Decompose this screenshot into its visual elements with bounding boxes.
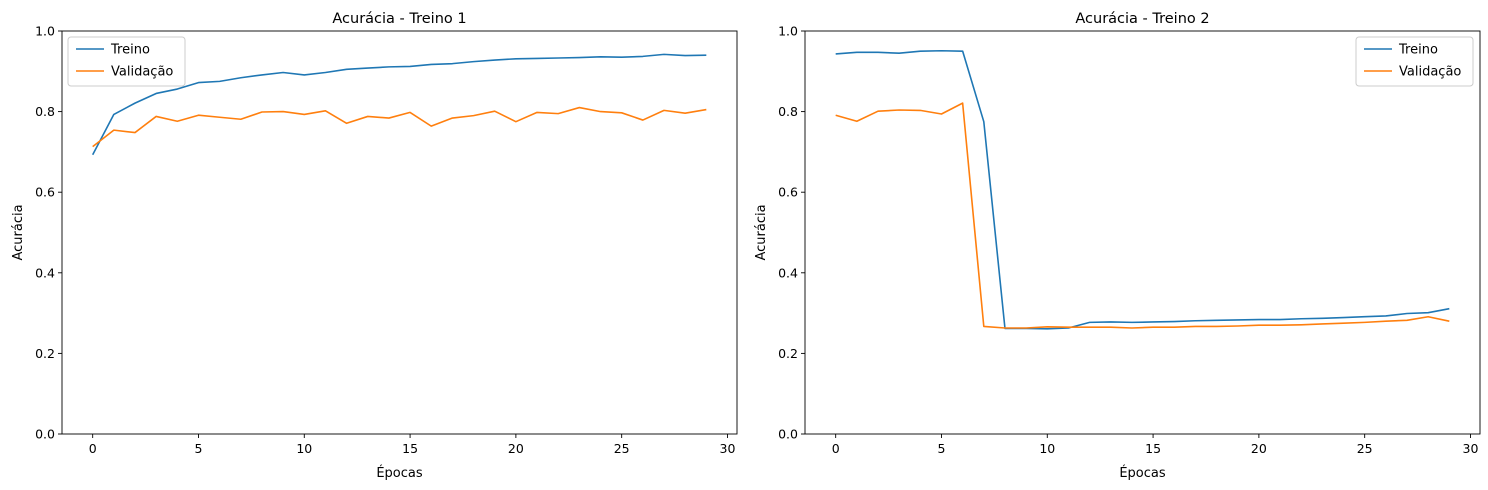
legend-label-treino: Treino <box>110 43 150 58</box>
y-tick-label: 0.2 <box>35 346 55 361</box>
y-tick-label: 0.4 <box>35 265 55 280</box>
y-tick-label: 0.8 <box>778 104 798 119</box>
y-axis-label: Acurácia <box>754 204 769 260</box>
axes-frame <box>804 30 1481 435</box>
legend-label-validacao: Validação <box>1399 65 1461 80</box>
series-line-validacao <box>835 102 1450 329</box>
y-axis-label: Acurácia <box>11 204 26 260</box>
series-line-treino <box>835 49 1450 330</box>
y-tick-label: 0.6 <box>35 185 55 200</box>
x-tick-label: 0 <box>832 441 840 456</box>
y-tick-label: 0.0 <box>35 427 55 442</box>
y-tick-label: 0.4 <box>778 265 798 280</box>
legend-label-treino: Treino <box>1398 43 1438 58</box>
legend-label-validacao: Validação <box>111 65 173 80</box>
chart-acuracia-treino-2: Acurácia - Treino 2 Épocas Acurácia 0 5 10… <box>754 11 1481 481</box>
x-tick-label: 5 <box>195 441 203 456</box>
x-tick-label: 30 <box>1463 441 1479 456</box>
x-tick-label: 25 <box>1357 441 1373 456</box>
x-axis-label: Épocas <box>1119 465 1166 481</box>
x-tick-label: 20 <box>508 441 524 456</box>
x-axis-label: Épocas <box>376 465 423 481</box>
chart-title: Acurácia - Treino 2 <box>1075 11 1209 27</box>
y-tick-label: 1.0 <box>35 24 55 39</box>
x-tick-label: 15 <box>1145 441 1161 456</box>
y-tick-label: 0.0 <box>778 427 798 442</box>
x-tick-label: 5 <box>938 441 946 456</box>
x-tick-label: 30 <box>720 441 736 456</box>
x-tick-label: 25 <box>614 441 630 456</box>
x-tick-label: 20 <box>1251 441 1267 456</box>
axes-frame <box>61 30 738 435</box>
y-tick-label: 0.2 <box>778 346 798 361</box>
y-tick-label: 0.8 <box>35 104 55 119</box>
x-tick-label: 10 <box>296 441 312 456</box>
series-line-validacao <box>92 106 707 148</box>
x-tick-label: 10 <box>1039 441 1055 456</box>
chart-acuracia-treino-1: Acurácia - Treino 1 Épocas Acurácia 0 5 10… <box>11 11 738 481</box>
series-line-treino <box>91 53 707 156</box>
y-tick-label: 1.0 <box>778 24 798 39</box>
x-tick-label: 15 <box>402 441 418 456</box>
y-tick-label: 0.6 <box>778 185 798 200</box>
chart-title: Acurácia - Treino 1 <box>332 11 466 27</box>
x-tick-label: 0 <box>89 441 97 456</box>
